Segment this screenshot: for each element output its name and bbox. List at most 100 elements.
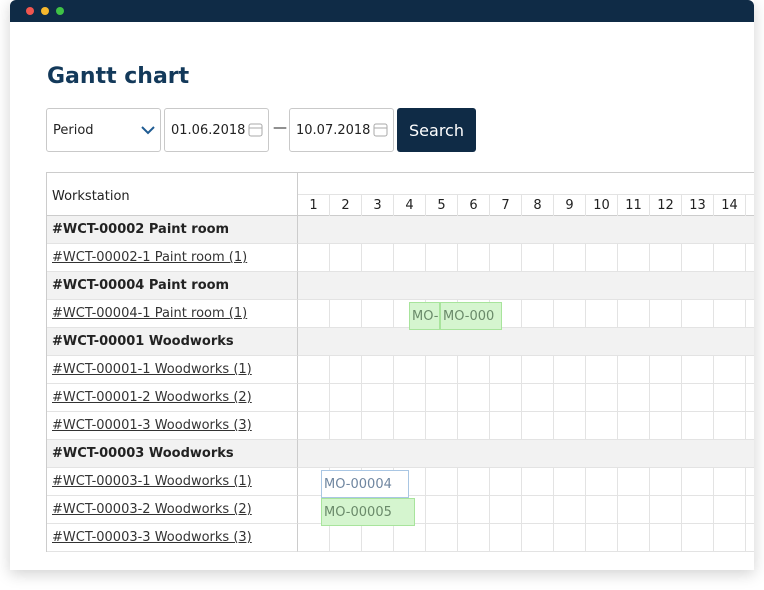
group-label: #WCT-00001 Woodworks (47, 328, 298, 356)
day-cell (522, 384, 554, 412)
day-cell (330, 524, 362, 552)
day-cell (618, 384, 650, 412)
day-cell (362, 384, 394, 412)
day-cell (426, 496, 458, 524)
day-cell (522, 244, 554, 272)
workstation-link[interactable]: #WCT-00001-3 Woodworks (3) (47, 412, 298, 440)
day-cell (362, 300, 394, 328)
day-cell (522, 412, 554, 440)
date-from[interactable]: 01.06.2018 (164, 108, 269, 152)
day-cell (746, 356, 754, 384)
day-cell (522, 468, 554, 496)
day-cell (522, 524, 554, 552)
day-cell (650, 496, 682, 524)
day-cell (490, 412, 522, 440)
day-label: 10 (586, 195, 618, 216)
day-cell (586, 244, 618, 272)
day-label: 5 (426, 195, 458, 216)
close-dot[interactable] (26, 7, 34, 15)
day-cell (714, 384, 746, 412)
day-cell (458, 496, 490, 524)
day-cell (426, 412, 458, 440)
task-bar[interactable]: MO-00004 (321, 470, 409, 498)
date-from-text: 01.06.2018 (171, 122, 246, 138)
day-label: 6 (458, 195, 490, 216)
day-cell (362, 244, 394, 272)
day-cell (682, 300, 714, 328)
day-label: 13 (682, 195, 714, 216)
day-cell (586, 468, 618, 496)
day-cell (650, 384, 682, 412)
day-cell (682, 356, 714, 384)
day-label: 9 (554, 195, 586, 216)
day-cell (458, 524, 490, 552)
task-bar[interactable]: MO-000 (440, 302, 502, 330)
day-label: 14 (714, 195, 746, 216)
day-cell (298, 412, 330, 440)
day-cell (618, 524, 650, 552)
day-cell (394, 244, 426, 272)
day-cell (490, 244, 522, 272)
task-bar[interactable]: MO-00005 (321, 498, 415, 526)
maximize-dot[interactable] (56, 7, 64, 15)
day-cell (586, 300, 618, 328)
day-cell (458, 384, 490, 412)
workstation-link[interactable]: #WCT-00001-2 Woodworks (2) (47, 384, 298, 412)
page-title: Gantt chart (47, 64, 190, 89)
workstation-link[interactable]: #WCT-00004-1 Paint room (1) (47, 300, 298, 328)
workstation-link[interactable]: #WCT-00003-1 Woodworks (1) (47, 468, 298, 496)
day-cell (458, 412, 490, 440)
day-cell (650, 300, 682, 328)
day-cell (618, 244, 650, 272)
day-cell (586, 524, 618, 552)
group-label: #WCT-00002 Paint room (47, 216, 298, 244)
period-select[interactable]: Period (46, 108, 161, 152)
day-cell (362, 356, 394, 384)
day-label: 1 (298, 195, 330, 216)
day-cell (458, 468, 490, 496)
day-cell (554, 496, 586, 524)
group-band (298, 272, 754, 300)
day-cell (618, 412, 650, 440)
day-cell (330, 384, 362, 412)
day-cell (458, 244, 490, 272)
day-cell (426, 356, 458, 384)
day-cell (682, 384, 714, 412)
minimize-dot[interactable] (41, 7, 49, 15)
search-button[interactable]: Search (397, 108, 476, 152)
workstation-link[interactable]: #WCT-00002-1 Paint room (1) (47, 244, 298, 272)
day-cell (682, 412, 714, 440)
day-cell (586, 356, 618, 384)
day-cell (714, 468, 746, 496)
day-cell (330, 244, 362, 272)
day-label: 11 (618, 195, 650, 216)
day-cell (298, 356, 330, 384)
day-cell (618, 356, 650, 384)
day-cell (554, 300, 586, 328)
day-cell (714, 496, 746, 524)
calendar-icon (248, 123, 263, 137)
workstation-link[interactable]: #WCT-00003-3 Woodworks (3) (47, 524, 298, 552)
day-header-line (298, 194, 754, 216)
date-to[interactable]: 10.07.2018 (289, 108, 394, 152)
day-cell (522, 300, 554, 328)
workstation-link[interactable]: #WCT-00003-2 Woodworks (2) (47, 496, 298, 524)
day-cell (746, 300, 754, 328)
day-cell (426, 244, 458, 272)
day-cell (650, 468, 682, 496)
day-label: 12 (650, 195, 682, 216)
day-cell (458, 356, 490, 384)
day-cell (650, 412, 682, 440)
day-cell (426, 468, 458, 496)
day-cell (330, 412, 362, 440)
task-bar[interactable]: MO- (409, 302, 440, 330)
day-cell (298, 384, 330, 412)
column-header: Workstation (47, 173, 298, 216)
day-cell (426, 384, 458, 412)
day-label: 8 (522, 195, 554, 216)
day-cell (682, 496, 714, 524)
workstation-link[interactable]: #WCT-00001-1 Woodworks (1) (47, 356, 298, 384)
day-cell (554, 384, 586, 412)
day-cell (522, 356, 554, 384)
